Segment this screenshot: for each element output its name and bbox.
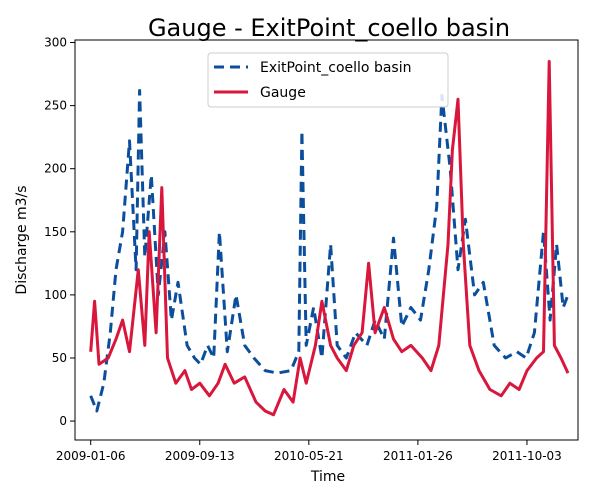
y-tick-label: 300 bbox=[44, 36, 67, 50]
x-tick-label: 2009-09-13 bbox=[165, 449, 235, 463]
x-axis-label: Time bbox=[310, 469, 345, 485]
legend-label-gauge: Gauge bbox=[260, 85, 306, 101]
legend-label-exitpoint: ExitPoint_coello basin bbox=[260, 60, 411, 76]
y-tick-label: 0 bbox=[59, 414, 67, 428]
y-axis: 0 50 100 150 200 250 300 bbox=[44, 36, 75, 428]
plot-area bbox=[89, 60, 570, 417]
x-tick-label: 2011-01-26 bbox=[383, 449, 453, 463]
series-line-gauge bbox=[89, 60, 570, 417]
series-line-exitpoint bbox=[89, 89, 570, 413]
y-tick-label: 250 bbox=[44, 99, 67, 113]
x-tick-label: 2010-05-21 bbox=[274, 449, 344, 463]
legend: ExitPoint_coello basin Gauge bbox=[207, 52, 449, 108]
y-tick-label: 150 bbox=[44, 225, 67, 239]
x-axis: 2009-01-06 2009-09-13 2010-05-21 2011-01-26… bbox=[56, 440, 562, 463]
y-tick-label: 200 bbox=[44, 162, 67, 176]
plot-frame bbox=[74, 39, 579, 441]
chart-title: Gauge - ExitPoint_coello basin bbox=[148, 14, 510, 42]
y-tick-label: 100 bbox=[44, 288, 67, 302]
legend-box bbox=[207, 52, 449, 108]
x-tick-label: 2011-10-03 bbox=[492, 449, 562, 463]
x-tick-label: 2009-01-06 bbox=[56, 449, 126, 463]
y-tick-label: 50 bbox=[52, 351, 67, 365]
y-axis-label: Discharge m3/s bbox=[14, 185, 30, 294]
